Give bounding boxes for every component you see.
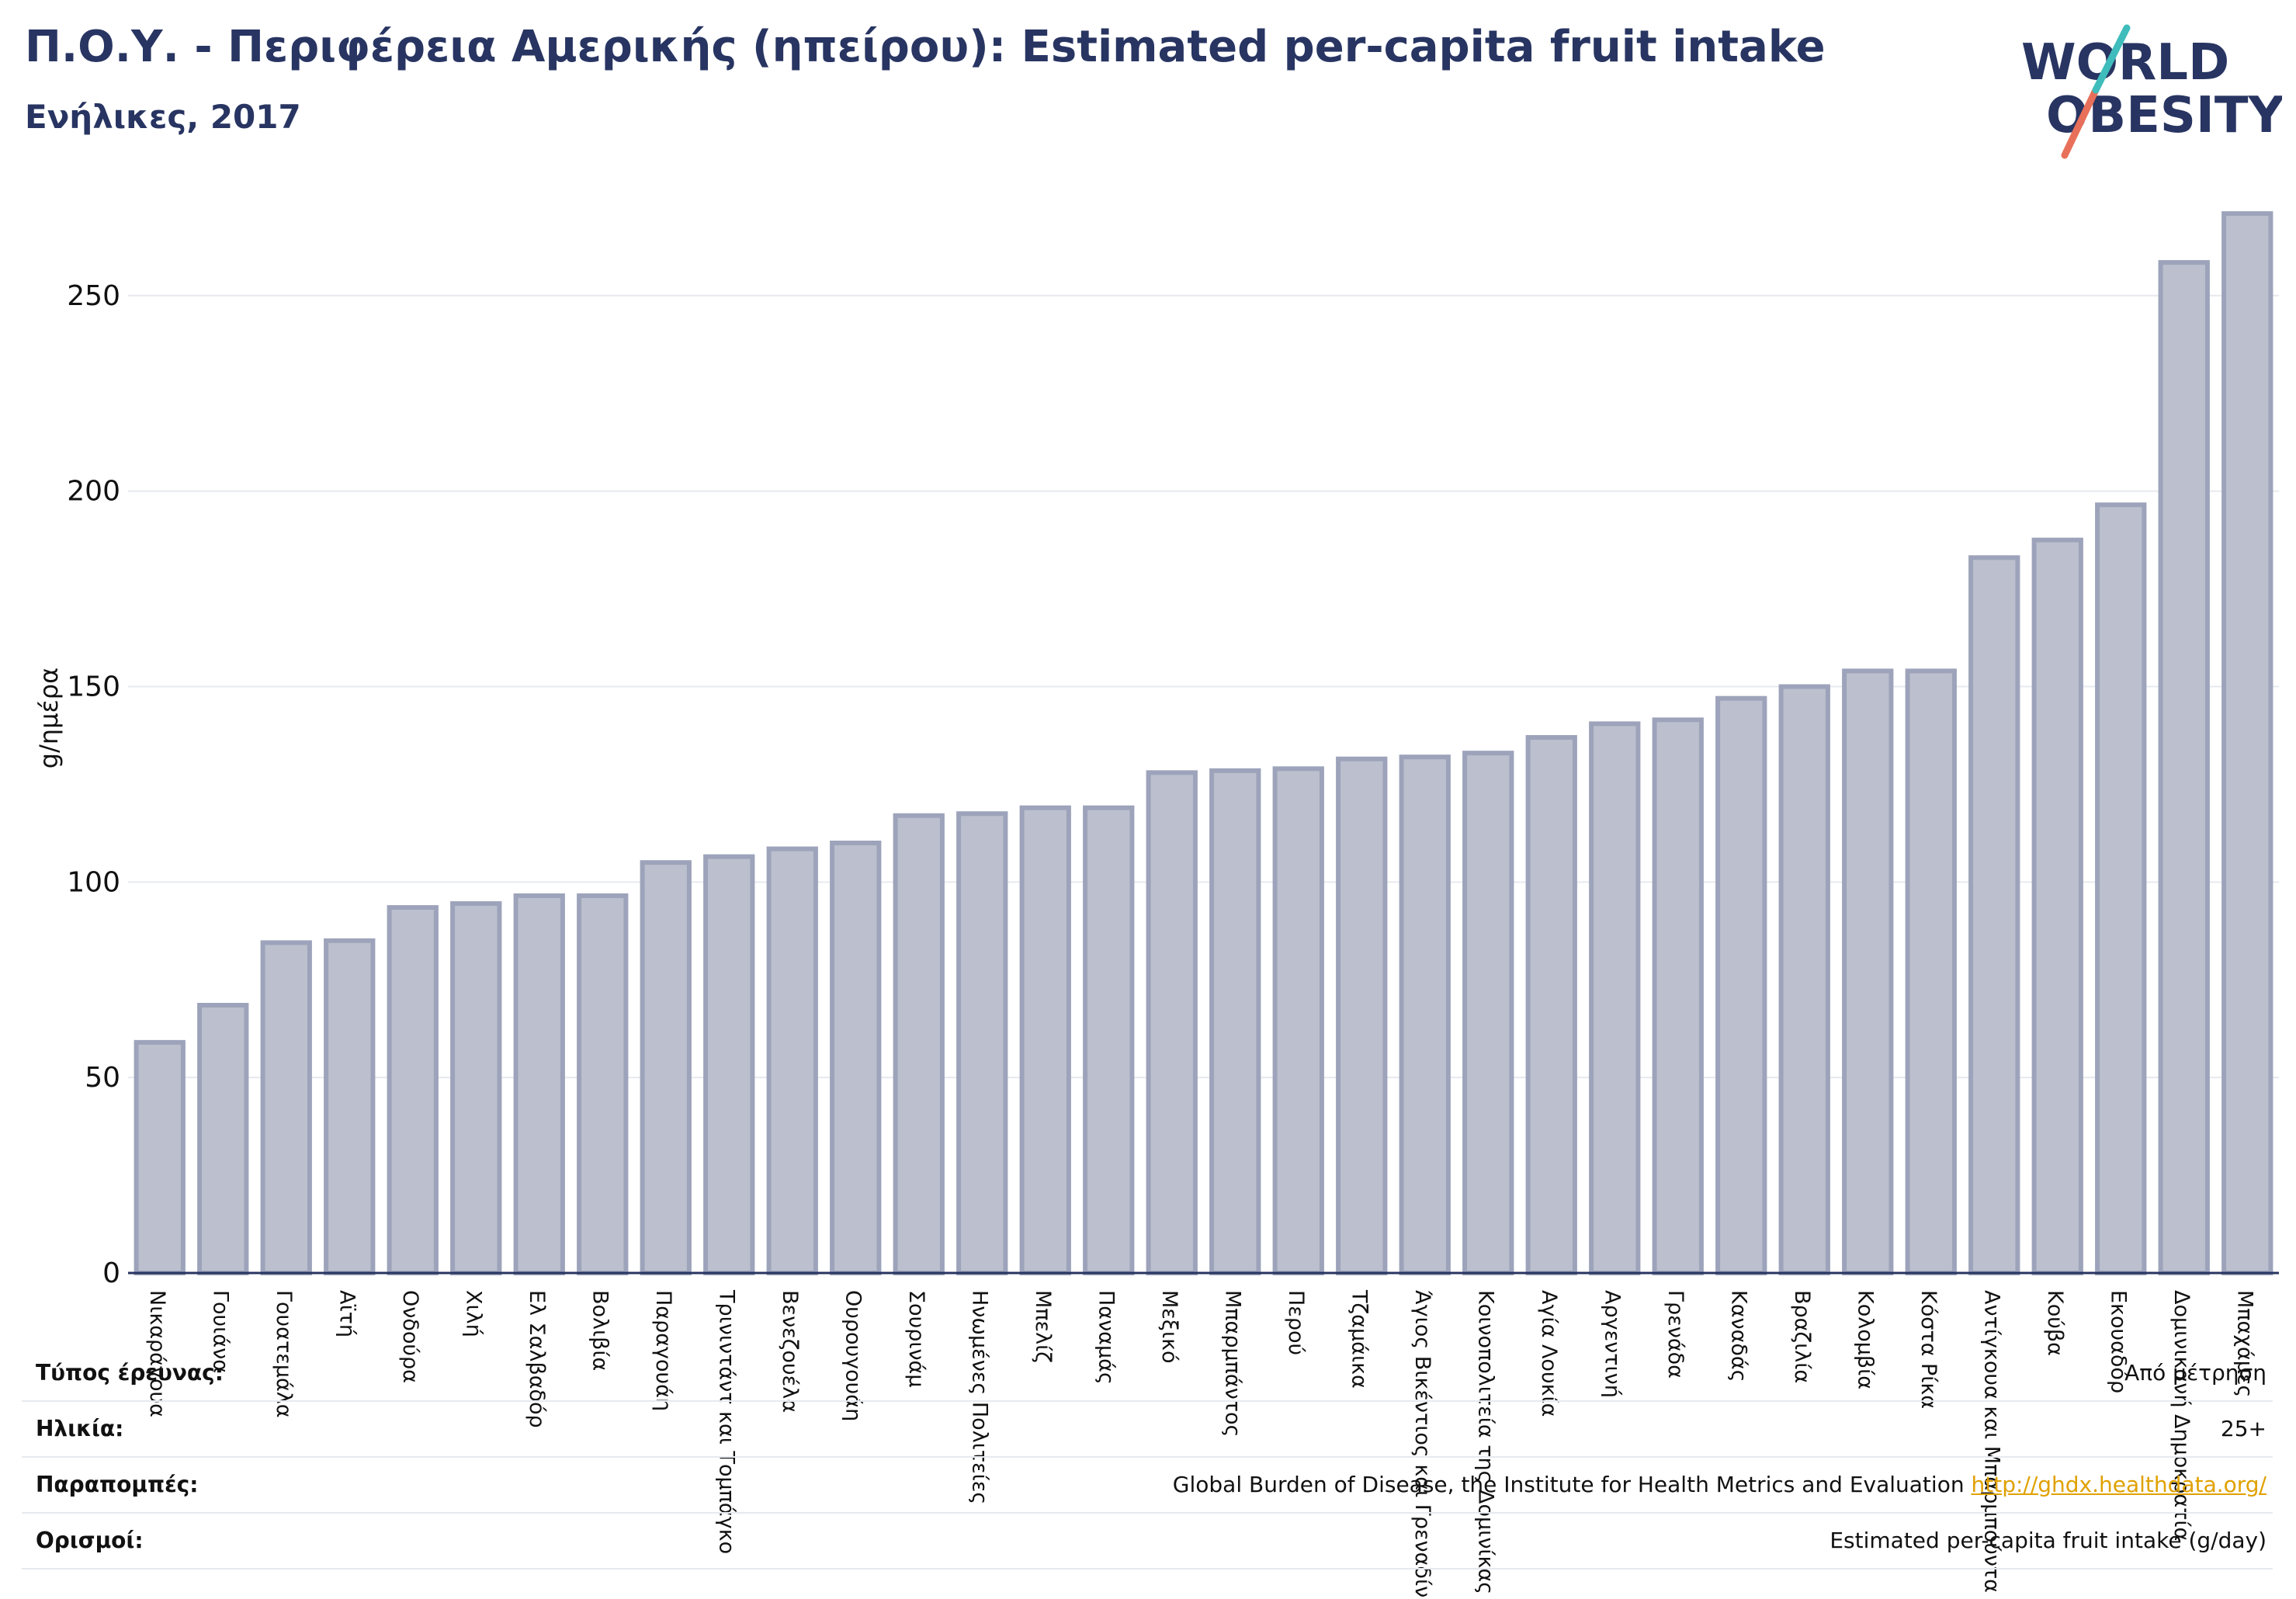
bar bbox=[1083, 805, 1135, 1275]
y-axis-label: g/ημέρα bbox=[34, 668, 64, 768]
reference-text: Global Burden of Disease, the Institute … bbox=[1172, 1472, 1965, 1497]
x-tick-label: Γρενάδα bbox=[1663, 1290, 1687, 1379]
chart-title: Π.Ο.Υ. - Περιφέρεια Αμερικής (ηπείρου): … bbox=[25, 22, 1826, 72]
bar bbox=[640, 860, 692, 1275]
meta-row-age: Ηλικία: 25+ bbox=[22, 1400, 2273, 1458]
world-obesity-logo: WORLD OBESITY bbox=[2021, 24, 2282, 159]
bar bbox=[703, 854, 755, 1276]
y-tick-labels: 0 50 100 150 200 250 bbox=[67, 280, 120, 1289]
x-tick-label: Γουιάνα bbox=[208, 1290, 232, 1373]
meta-value: 25+ bbox=[2220, 1416, 2267, 1441]
bar bbox=[1968, 555, 2020, 1275]
meta-label: Παραπομπές: bbox=[36, 1472, 199, 1497]
x-tick-label: Βολιβία bbox=[588, 1290, 612, 1371]
x-tick-label: Χιλή bbox=[461, 1290, 485, 1337]
reference-link[interactable]: http://ghdx.healthdata.org/ bbox=[1971, 1472, 2267, 1497]
x-tick-label: Μπαρμπάντος bbox=[1220, 1290, 1244, 1437]
x-tick-label: Τζαμάικα bbox=[1347, 1289, 1371, 1389]
x-tick-label: Περού bbox=[1284, 1290, 1308, 1355]
x-tick-label: Κοινοπολιτεία της Δομινίκας bbox=[1473, 1290, 1497, 1594]
bar bbox=[830, 841, 882, 1275]
x-tick-labels: Νικαράγουα Γουιάνα Γουατεμάλα Αϊτή Ονδούρα Χι… bbox=[145, 1289, 2257, 1599]
meta-value: Estimated per-capita fruit intake (g/day… bbox=[1830, 1528, 2267, 1553]
x-tick-label: Μεξικό bbox=[1157, 1290, 1181, 1364]
bars bbox=[134, 211, 2273, 1276]
bar bbox=[1462, 751, 1514, 1275]
meta-row-definitions: Ορισμοί: Estimated per-capita fruit inta… bbox=[22, 1512, 2273, 1570]
bar bbox=[134, 1039, 186, 1275]
bar bbox=[1146, 770, 1198, 1275]
x-tick-label: Γουατεμάλα bbox=[272, 1290, 296, 1418]
bar bbox=[1209, 768, 1261, 1275]
x-tick-label: Κούβα bbox=[2043, 1290, 2067, 1356]
x-tick-label: Βενεζουέλα bbox=[778, 1290, 802, 1413]
x-tick-label: Παναμάς bbox=[1094, 1290, 1118, 1385]
meta-value: Global Burden of Disease, the Institute … bbox=[1173, 1472, 2267, 1497]
x-tick-label: Παραγουάη bbox=[651, 1290, 675, 1411]
bar bbox=[577, 893, 629, 1276]
logo-slash-coral bbox=[2061, 86, 2100, 159]
x-tick-label: Ονδούρα bbox=[398, 1290, 422, 1383]
bar bbox=[1589, 721, 1641, 1275]
bar bbox=[2095, 502, 2147, 1275]
x-tick-label: Σουρινάμ bbox=[904, 1290, 928, 1388]
bar bbox=[1336, 756, 1388, 1275]
x-tick-label: Δομινικανή Δημοκρατία bbox=[2169, 1290, 2194, 1541]
bar bbox=[1778, 684, 1830, 1275]
bar bbox=[2158, 260, 2210, 1276]
y-tick-label: 250 bbox=[67, 280, 120, 312]
bar bbox=[1905, 668, 1957, 1275]
x-tick-label: Αϊτή bbox=[335, 1290, 359, 1337]
bar bbox=[450, 901, 502, 1275]
x-tick-label: Βραζιλία bbox=[1790, 1290, 1814, 1383]
bar bbox=[956, 811, 1008, 1275]
bar bbox=[766, 846, 818, 1275]
logo-text-world: WORLD bbox=[2021, 34, 2229, 92]
meta-label: Ηλικία: bbox=[36, 1416, 124, 1441]
y-tick-label: 100 bbox=[67, 866, 120, 898]
x-tick-label: Καναδάς bbox=[1726, 1290, 1750, 1382]
x-tick-label: Κόστα Ρίκα bbox=[1916, 1290, 1941, 1409]
bar bbox=[1399, 754, 1451, 1275]
x-tick-label: Αγία Λουκία bbox=[1537, 1290, 1561, 1417]
x-tick-label: Αντίγκουα και Μπαρμπούντα bbox=[1979, 1290, 2003, 1593]
bar bbox=[1842, 668, 1894, 1275]
x-tick-label: Ελ Σαλβαδόρ bbox=[525, 1290, 549, 1428]
y-tick-label: 200 bbox=[67, 476, 120, 508]
x-tick-label: Ηνωμένες Πολιτείες bbox=[967, 1290, 991, 1504]
meta-label: Ορισμοί: bbox=[36, 1528, 144, 1553]
bar bbox=[1652, 717, 1704, 1275]
x-tick-label: Μπελίζ bbox=[1031, 1290, 1055, 1363]
bar bbox=[893, 813, 945, 1275]
bar bbox=[2031, 537, 2083, 1275]
bar bbox=[1715, 695, 1767, 1275]
x-tick-label: Εκουαδόρ bbox=[2106, 1290, 2130, 1393]
x-tick-label: Τρινιντάντ και Τομπάγκο bbox=[714, 1289, 738, 1554]
x-tick-label: Νικαράγουα bbox=[145, 1290, 169, 1417]
bar bbox=[324, 938, 376, 1275]
bar bbox=[1019, 805, 1071, 1275]
x-tick-label: Ουρουγουάη bbox=[841, 1290, 865, 1421]
meta-row-survey-type: Τύπος έρευνας: Από μέτρηση bbox=[22, 1344, 2273, 1402]
bar bbox=[513, 893, 565, 1276]
meta-label: Τύπος έρευνας: bbox=[36, 1360, 224, 1386]
logo-slash-teal bbox=[2092, 24, 2131, 94]
x-tick-label: Μπαχάμες bbox=[2232, 1290, 2256, 1397]
y-tick-label: 150 bbox=[67, 671, 120, 703]
bar bbox=[387, 905, 439, 1275]
bar bbox=[1272, 766, 1324, 1275]
x-tick-label: Άγιος Βικέντιος και Γρεναδίνες bbox=[1410, 1290, 1434, 1599]
x-tick-label: Αργεντινή bbox=[1600, 1290, 1624, 1398]
bar bbox=[197, 1003, 249, 1275]
meta-value: Από μέτρηση bbox=[2124, 1360, 2267, 1386]
meta-row-references: Παραπομπές: Global Burden of Disease, th… bbox=[22, 1456, 2273, 1514]
bar bbox=[1525, 735, 1577, 1275]
y-tick-label: 0 bbox=[102, 1257, 120, 1289]
bar bbox=[260, 940, 312, 1275]
bar bbox=[2221, 211, 2273, 1275]
y-tick-label: 50 bbox=[85, 1062, 120, 1094]
x-tick-label: Κολομβία bbox=[1853, 1290, 1877, 1389]
chart-subtitle: Ενήλικες, 2017 bbox=[25, 98, 301, 136]
